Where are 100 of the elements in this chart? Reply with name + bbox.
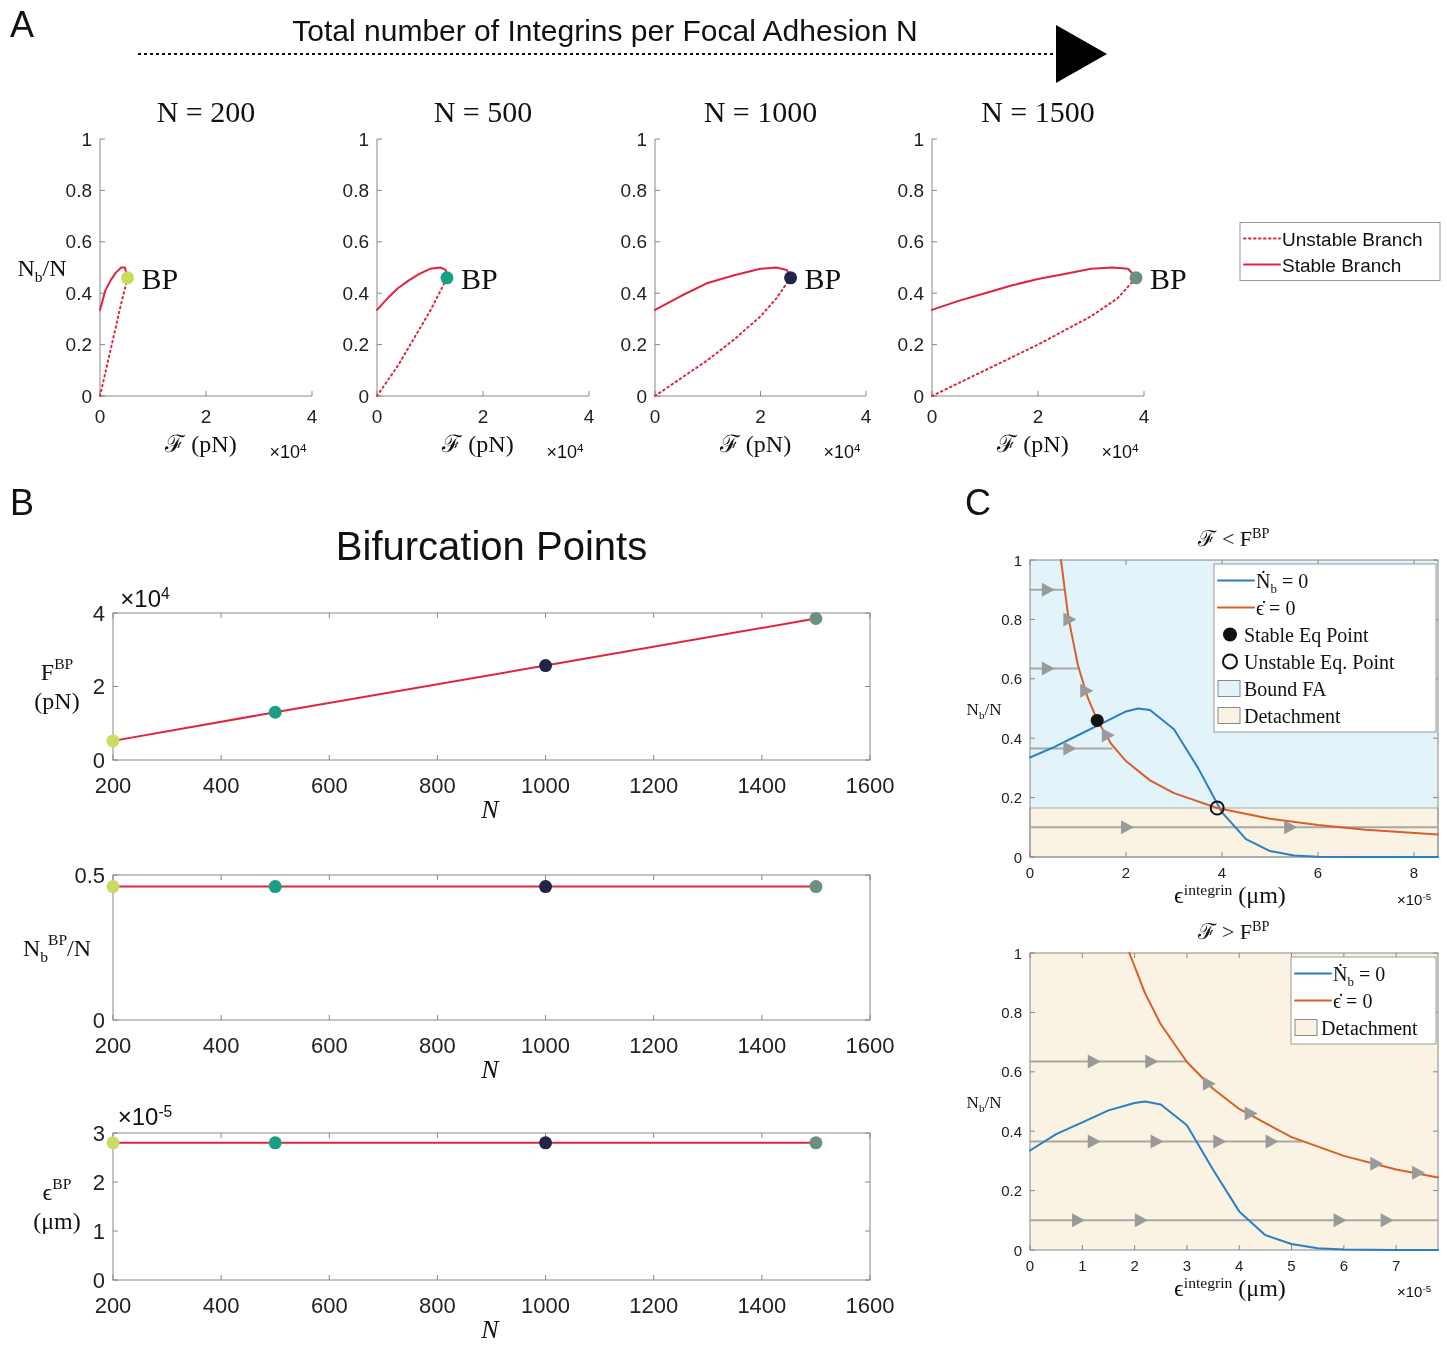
- text: B: [10, 482, 35, 523]
- y-tick-label: 0: [636, 385, 647, 407]
- y-tick-label: 0.4: [65, 282, 93, 304]
- y-axis-title: N$_{b}$/N: [966, 699, 1002, 721]
- x-tick-label: 2: [1032, 406, 1044, 427]
- x-tick-label: 0: [1025, 864, 1035, 881]
- x-axis-title: ℱ (pN): [996, 431, 1069, 457]
- y-tick-label: 0.2: [1001, 789, 1022, 807]
- y-tick-label: 1: [92, 1218, 105, 1244]
- x-tick-label: 1400: [737, 773, 787, 798]
- x-tick-label: 200: [94, 1033, 132, 1058]
- x-tick-label: 2: [200, 406, 212, 427]
- legend-label: ϵ̇ = 0: [1333, 989, 1373, 1012]
- text: ×10$^{4}$: [269, 440, 308, 462]
- x-tick-label: 400: [202, 773, 240, 798]
- point: [1087, 1054, 1101, 1069]
- x-tick-label: 7: [1391, 1257, 1401, 1274]
- line-series: [1059, 559, 1439, 836]
- x-tick-label: 400: [202, 1293, 240, 1318]
- point: [268, 705, 282, 719]
- text: ×10$^{4}$: [546, 440, 585, 462]
- point: [1209, 800, 1225, 816]
- annotation: BP: [460, 261, 498, 295]
- x-axis-title: N: [480, 1055, 501, 1084]
- x-tick-label: 2: [1130, 1257, 1139, 1274]
- x-axis-title: ℱ (pN): [164, 431, 237, 457]
- x-tick-label: 8: [1409, 864, 1419, 881]
- y-tick-label: 0.8: [620, 179, 647, 201]
- x-tick-label: 800: [419, 773, 456, 798]
- x-tick-label: 6: [1339, 1257, 1349, 1274]
- x-tick-label: 400: [202, 1033, 240, 1058]
- point: [539, 659, 553, 673]
- point: [1145, 1054, 1159, 1069]
- point: [1101, 728, 1115, 743]
- y-tick-label: 0.2: [1001, 1182, 1022, 1200]
- legend-label: Unstable Eq. Point: [1244, 650, 1395, 674]
- point: [1087, 1134, 1101, 1149]
- y-tick-label: 0.8: [1001, 1003, 1022, 1021]
- y-tick-label: 1: [1013, 551, 1022, 569]
- y-tick-label: 0: [92, 747, 105, 773]
- x-tick-label: 1: [1078, 1257, 1087, 1274]
- y-tick-label: 0: [913, 385, 924, 407]
- x-axis-title: ϵ$^{integrin}$ (μm): [1174, 880, 1286, 908]
- text: ×10$^{4}$: [120, 584, 171, 612]
- point: [809, 612, 823, 626]
- y-tick-label: 0.2: [65, 334, 92, 356]
- x-tick-label: 4: [1235, 1257, 1244, 1274]
- x-tick-label: 1200: [629, 773, 679, 798]
- x-tick-label: 200: [94, 1293, 132, 1318]
- y-tick-label: 0.6: [65, 231, 92, 253]
- x-tick-label: 4: [306, 406, 318, 427]
- y-tick-label: 0.2: [620, 334, 647, 356]
- x-tick-label: 2: [1121, 864, 1131, 881]
- x-axis-title: ϵ$^{integrin}$ (μm): [1174, 1273, 1286, 1301]
- legend-label: Detachment: [1244, 704, 1342, 727]
- y-tick-label: 0.8: [342, 179, 369, 201]
- legend-label: Ṅ$_{b}$ = 0: [1256, 569, 1309, 596]
- point: [106, 734, 120, 748]
- text: ×10$^{-5}$: [117, 1102, 173, 1130]
- x-axis-title: N: [480, 795, 501, 824]
- y-tick-label: 0: [1013, 848, 1022, 866]
- x-tick-label: 0: [1025, 1257, 1035, 1274]
- point: [1202, 1076, 1216, 1091]
- y-tick-label: 2: [92, 1169, 105, 1195]
- x-axis-title: ℱ (pN): [441, 431, 514, 457]
- y-tick-label: 0.8: [65, 179, 92, 201]
- x-tick-label: 1400: [737, 1293, 787, 1318]
- point: [1072, 1213, 1086, 1228]
- y-tick-label: 3: [92, 1120, 105, 1146]
- point: [1380, 1213, 1394, 1228]
- point: [1370, 1156, 1384, 1171]
- legend-label: Unstable Branch: [1282, 228, 1423, 249]
- chart-title: ℱ > F$^{BP}$: [1197, 918, 1270, 944]
- point: [1063, 612, 1077, 627]
- x-tick-label: 0: [649, 406, 661, 427]
- x-axis-title: N: [480, 1315, 501, 1344]
- legend-label: Stable Branch: [1282, 254, 1402, 275]
- y-tick-label: 1: [1013, 944, 1022, 962]
- y-tick-label: 0: [1013, 1241, 1022, 1259]
- x-tick-label: 4: [860, 406, 872, 427]
- chart-title: ℱ < F$^{BP}$: [1197, 525, 1270, 551]
- x-tick-label: 1600: [845, 1033, 895, 1058]
- line-series: [1029, 1100, 1439, 1251]
- y-tick-label: 0.6: [620, 231, 647, 253]
- y-axis-title: F$^{BP}$ (pN): [34, 655, 80, 714]
- x-tick-label: 3: [1182, 1257, 1192, 1274]
- annotation: BP: [141, 261, 179, 295]
- x-tick-label: 800: [419, 1293, 456, 1318]
- point: [1284, 820, 1298, 835]
- y-axis-title: N$_{b}$/N: [966, 1092, 1002, 1114]
- y-tick-label: 0.4: [342, 282, 370, 304]
- line-series: [1128, 952, 1439, 1179]
- y-tick-label: 0.8: [1001, 610, 1022, 628]
- chart-title: N = 1500: [981, 95, 1095, 128]
- annotation: BP: [1150, 261, 1187, 295]
- x-tick-label: 1400: [737, 1033, 787, 1058]
- x-tick-label: 600: [310, 1033, 348, 1058]
- chart-title: N = 200: [156, 95, 256, 128]
- y-tick-label: 0.4: [897, 282, 925, 304]
- x-tick-label: 1600: [845, 773, 895, 798]
